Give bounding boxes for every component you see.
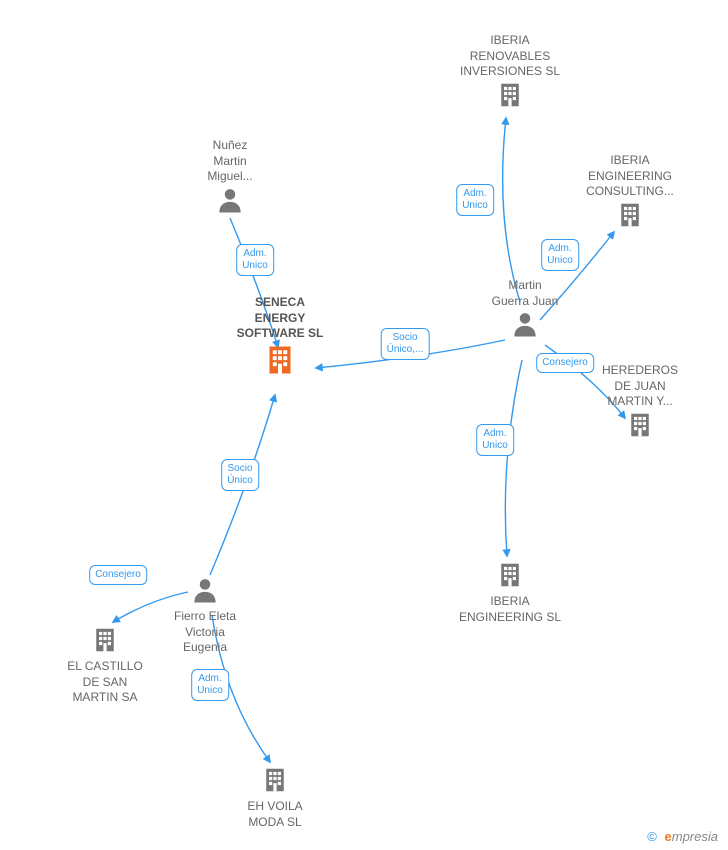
node-label: Fierro EletaVictoriaEugenia (155, 609, 255, 656)
node-castillo[interactable]: EL CASTILLODE SANMARTIN SA (55, 625, 155, 706)
node-iberia_renov[interactable]: IBERIARENOVABLESINVERSIONES SL (450, 33, 570, 114)
node-herederos[interactable]: HEREDEROSDE JUANMARTIN Y... (590, 363, 690, 444)
edge-label-martin-iberia_eng_cons: Adm. Unico (541, 239, 579, 271)
edge-label-nunez-seneca: Adm. Unico (236, 244, 274, 276)
edge-martin-iberia_renov (503, 118, 520, 302)
node-label: SENECAENERGYSOFTWARE SL (225, 295, 335, 342)
node-label: HEREDEROSDE JUANMARTIN Y... (590, 363, 690, 410)
edge-label-martin-seneca: Socio Único,... (381, 328, 430, 360)
node-voila[interactable]: EH VOILAMODA SL (230, 765, 320, 830)
watermark: © empresia (647, 829, 718, 844)
brand-first-letter: e (665, 829, 672, 844)
node-martin[interactable]: MartinGuerra Juan (475, 278, 575, 343)
node-label: IBERIARENOVABLESINVERSIONES SL (450, 33, 570, 80)
edge-label-martin-iberia_eng: Adm. Unico (476, 424, 514, 456)
node-label: IBERIAENGINEERINGCONSULTING... (575, 153, 685, 200)
node-iberia_eng_cons[interactable]: IBERIAENGINEERINGCONSULTING... (575, 153, 685, 234)
copyright-symbol: © (647, 829, 657, 844)
node-label: NuñezMartinMiguel... (190, 138, 270, 185)
node-seneca[interactable]: SENECAENERGYSOFTWARE SL (225, 295, 335, 382)
brand-rest: mpresia (672, 829, 718, 844)
edge-label-fierro-seneca: Socio Único (221, 459, 259, 491)
node-label: EL CASTILLODE SANMARTIN SA (55, 659, 155, 706)
edge-martin-iberia_eng (505, 360, 522, 556)
edge-label-fierro-castillo: Consejero (89, 565, 147, 585)
edge-label-fierro-voila: Adm. Unico (191, 669, 229, 701)
node-iberia_eng[interactable]: IBERIAENGINEERING SL (445, 560, 575, 625)
edge-label-martin-herederos: Consejero (536, 353, 594, 373)
node-label: MartinGuerra Juan (475, 278, 575, 309)
node-label: EH VOILAMODA SL (230, 799, 320, 830)
node-nunez[interactable]: NuñezMartinMiguel... (190, 138, 270, 219)
node-label: IBERIAENGINEERING SL (445, 594, 575, 625)
edge-label-martin-iberia_renov: Adm. Unico (456, 184, 494, 216)
node-fierro[interactable]: Fierro EletaVictoriaEugenia (155, 575, 255, 656)
